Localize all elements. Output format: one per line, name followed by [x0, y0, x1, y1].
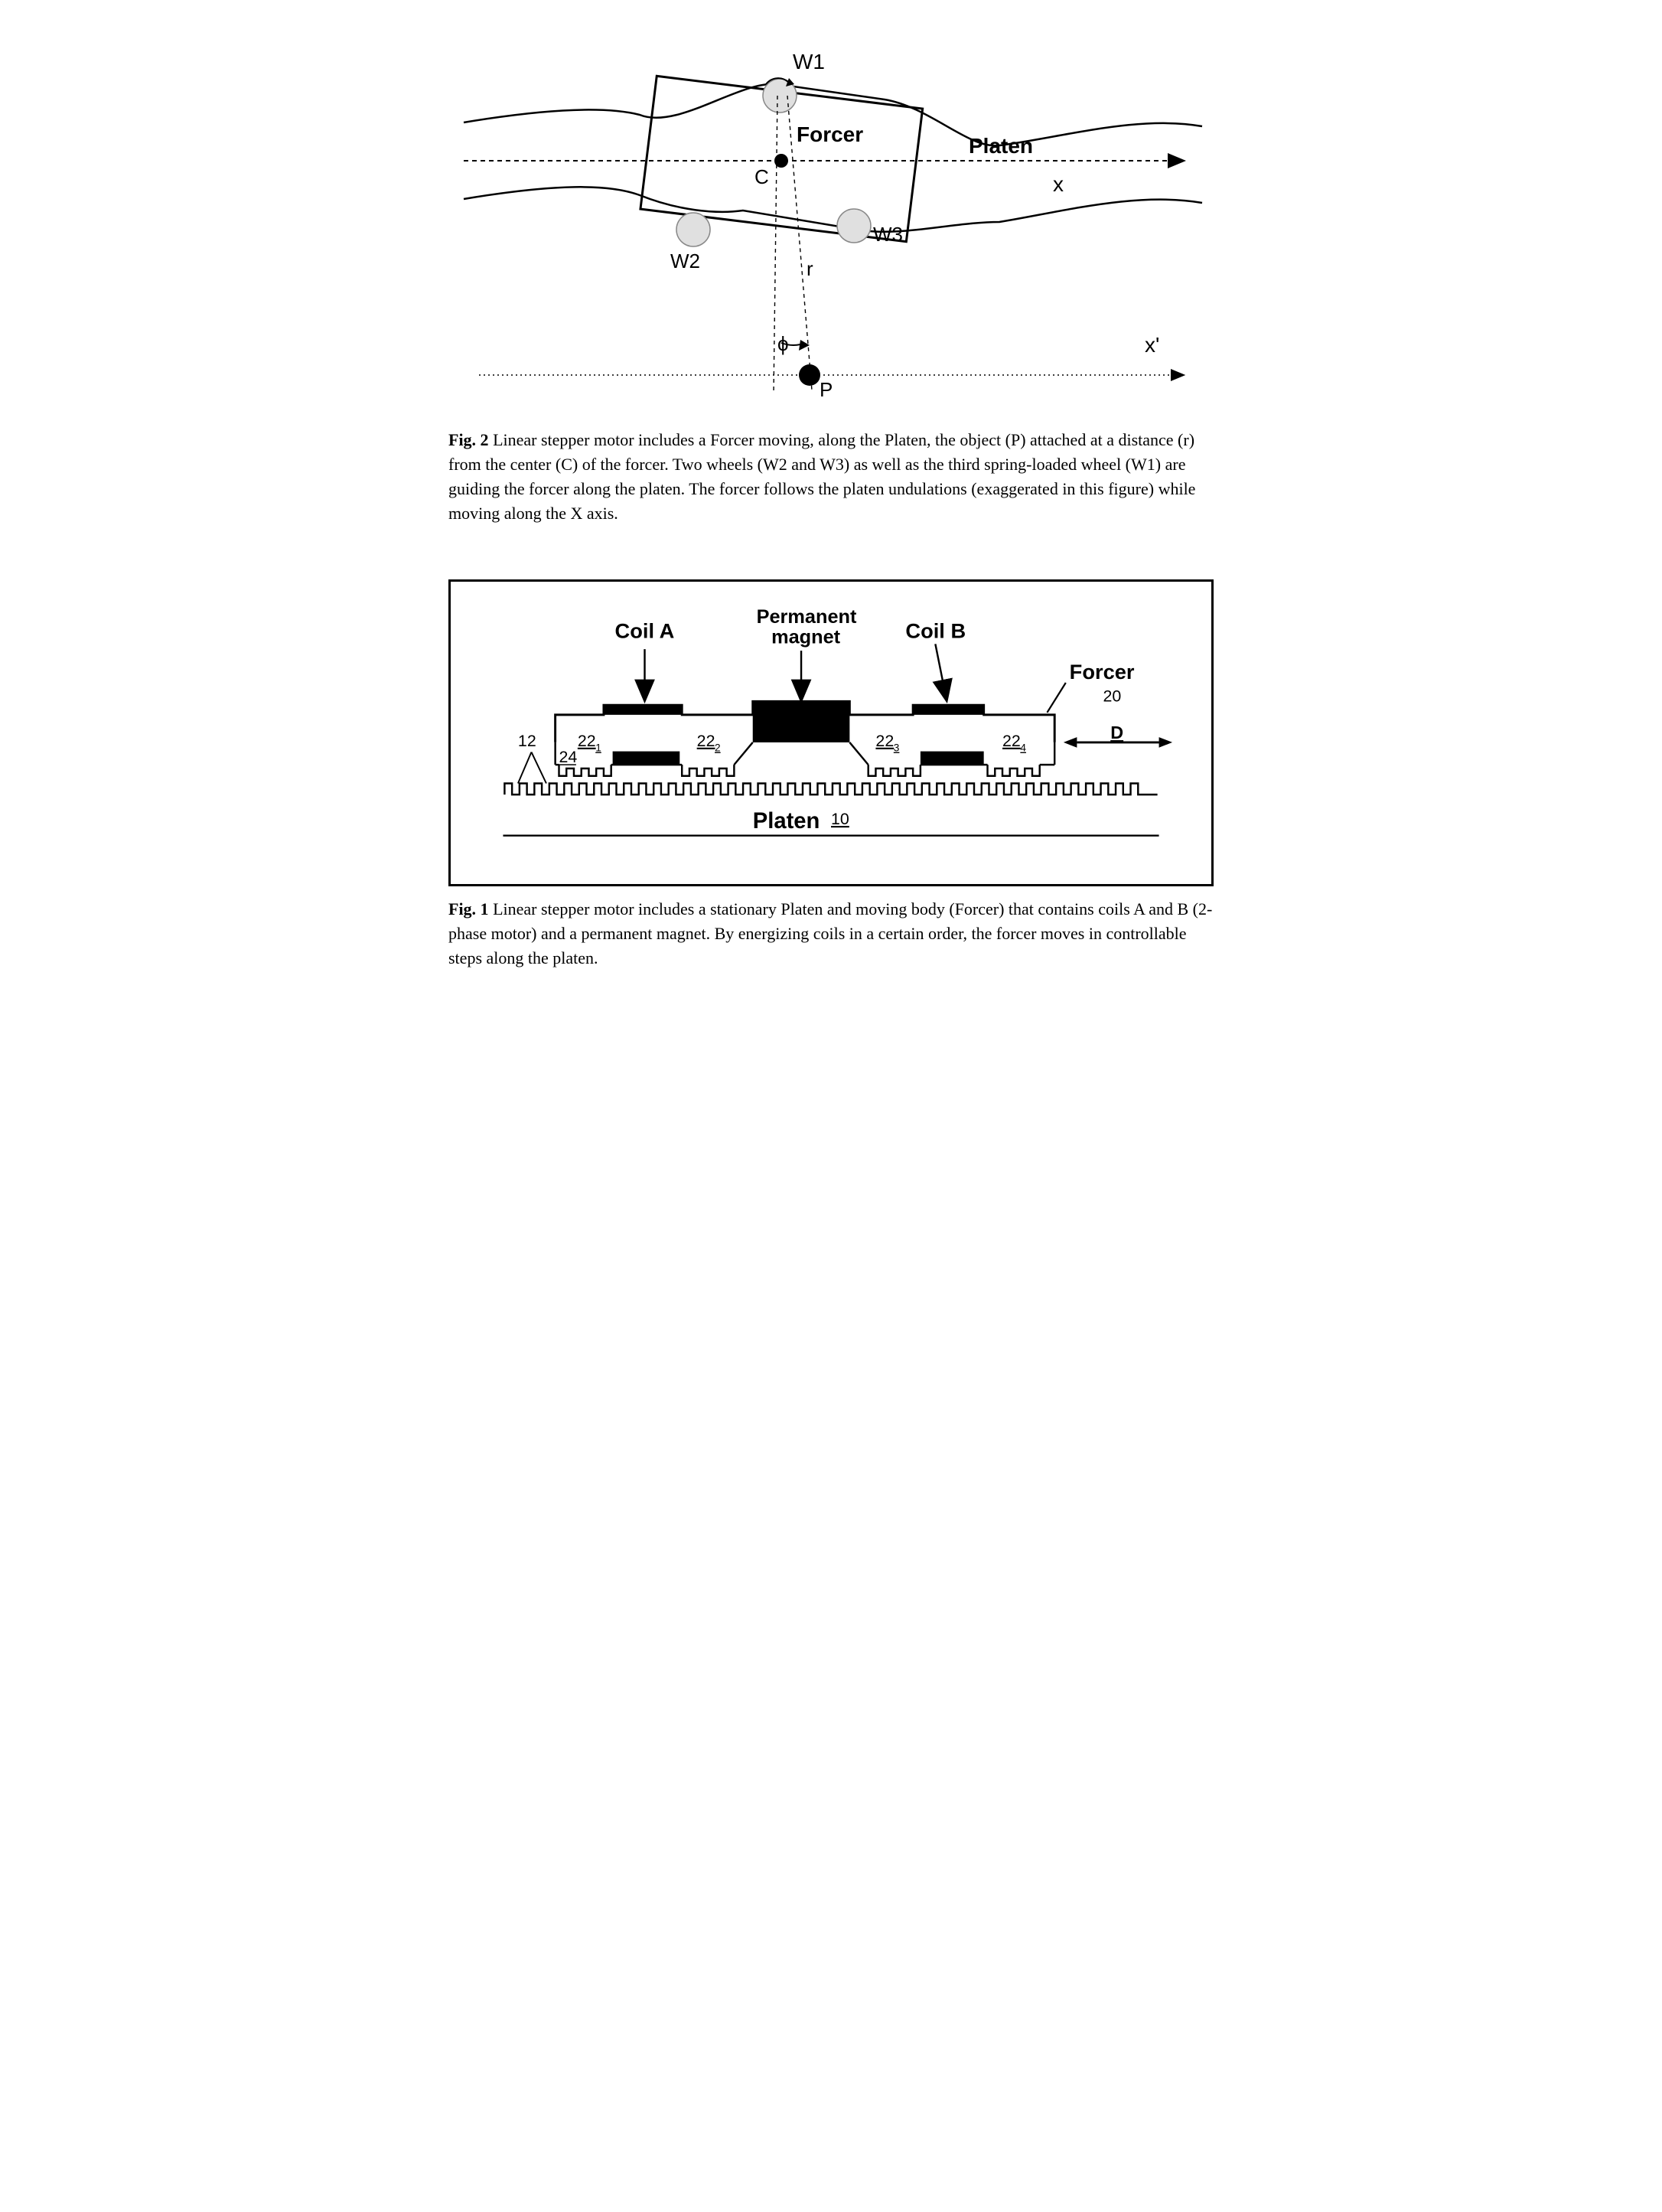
arrow-12b	[518, 752, 532, 783]
page-root: W1 Forcer Platen C x W2 W3 r ϕ P x' Fig.…	[448, 31, 1214, 971]
label-221-main: 22	[578, 731, 596, 749]
label-xprime: x'	[1145, 333, 1159, 357]
label-12: 12	[518, 731, 536, 749]
label-C: C	[754, 165, 769, 188]
label-221: 22 1	[578, 731, 601, 753]
label-Forcer: Forcer	[1070, 660, 1135, 684]
label-222: 22 2	[697, 731, 721, 753]
figure-2-caption-text: Linear stepper motor includes a Forcer m…	[448, 430, 1195, 523]
figure-1-caption: Fig. 1 Linear stepper motor includes a s…	[448, 897, 1214, 971]
label-W1: W1	[793, 50, 825, 73]
figure-1-caption-bold: Fig. 1	[448, 899, 489, 918]
label-223-main: 22	[875, 731, 894, 749]
coilA-top	[604, 705, 682, 715]
figure-1-svg: Coil A Permanent magnet Coil B Forcer 20	[458, 597, 1204, 858]
point-P	[799, 364, 820, 386]
figure-2-svg-container: W1 Forcer Platen C x W2 W3 r ϕ P x'	[448, 31, 1214, 417]
wheel-W2	[676, 213, 710, 246]
arrow-12a	[531, 752, 546, 783]
platen-teeth-path	[504, 783, 1157, 794]
D-arrow-left	[1064, 737, 1077, 748]
label-W3: W3	[873, 223, 903, 246]
label-Platen: Platen	[753, 808, 820, 833]
label-223-sub: 3	[894, 742, 900, 753]
platen-bottom-line	[464, 187, 1202, 231]
label-221-sub: 1	[595, 742, 601, 753]
figure-1: Coil A Permanent magnet Coil B Forcer 20	[448, 579, 1214, 971]
figure-1-caption-text: Linear stepper motor includes a stationa…	[448, 899, 1212, 967]
label-CoilA: Coil A	[615, 618, 675, 642]
label-224-main: 22	[1002, 731, 1021, 749]
label-phi: ϕ	[777, 332, 789, 355]
label-24: 24	[559, 748, 577, 766]
label-P: P	[820, 378, 833, 401]
wheel-W3	[837, 209, 871, 243]
figure-1-box: Coil A Permanent magnet Coil B Forcer 20	[448, 579, 1214, 887]
label-PermMag1: Permanent	[757, 606, 857, 628]
arrow-forcer	[1047, 683, 1065, 713]
label-224-sub: 4	[1020, 742, 1026, 753]
label-CoilB: Coil B	[905, 618, 966, 642]
label-222-sub: 2	[715, 742, 721, 753]
label-W2: W2	[670, 250, 700, 272]
coilB-bottom	[921, 751, 984, 765]
label-x: x	[1053, 172, 1064, 196]
figure-2-caption: Fig. 2 Linear stepper motor includes a F…	[448, 428, 1214, 526]
label-n20: 20	[1103, 687, 1122, 705]
perm-magnet	[753, 701, 850, 742]
arrow-coilB	[935, 644, 947, 700]
figure-2-caption-bold: Fig. 2	[448, 430, 489, 449]
label-222-main: 22	[697, 731, 715, 749]
label-223: 22 3	[875, 731, 899, 753]
D-arrow-right	[1159, 737, 1173, 748]
label-PermMag2: magnet	[771, 626, 841, 648]
label-224: 22 4	[1002, 731, 1026, 753]
coilA-bottom	[613, 751, 680, 765]
coilB-top	[913, 705, 984, 715]
label-Forcer: Forcer	[797, 122, 863, 146]
figure-2: W1 Forcer Platen C x W2 W3 r ϕ P x' Fig.…	[448, 31, 1214, 526]
label-n10: 10	[831, 810, 849, 828]
label-r: r	[807, 257, 813, 280]
label-Platen: Platen	[969, 134, 1033, 158]
label-D: D	[1110, 723, 1123, 742]
figure-2-svg: W1 Forcer Platen C x W2 W3 r ϕ P x'	[448, 31, 1214, 413]
